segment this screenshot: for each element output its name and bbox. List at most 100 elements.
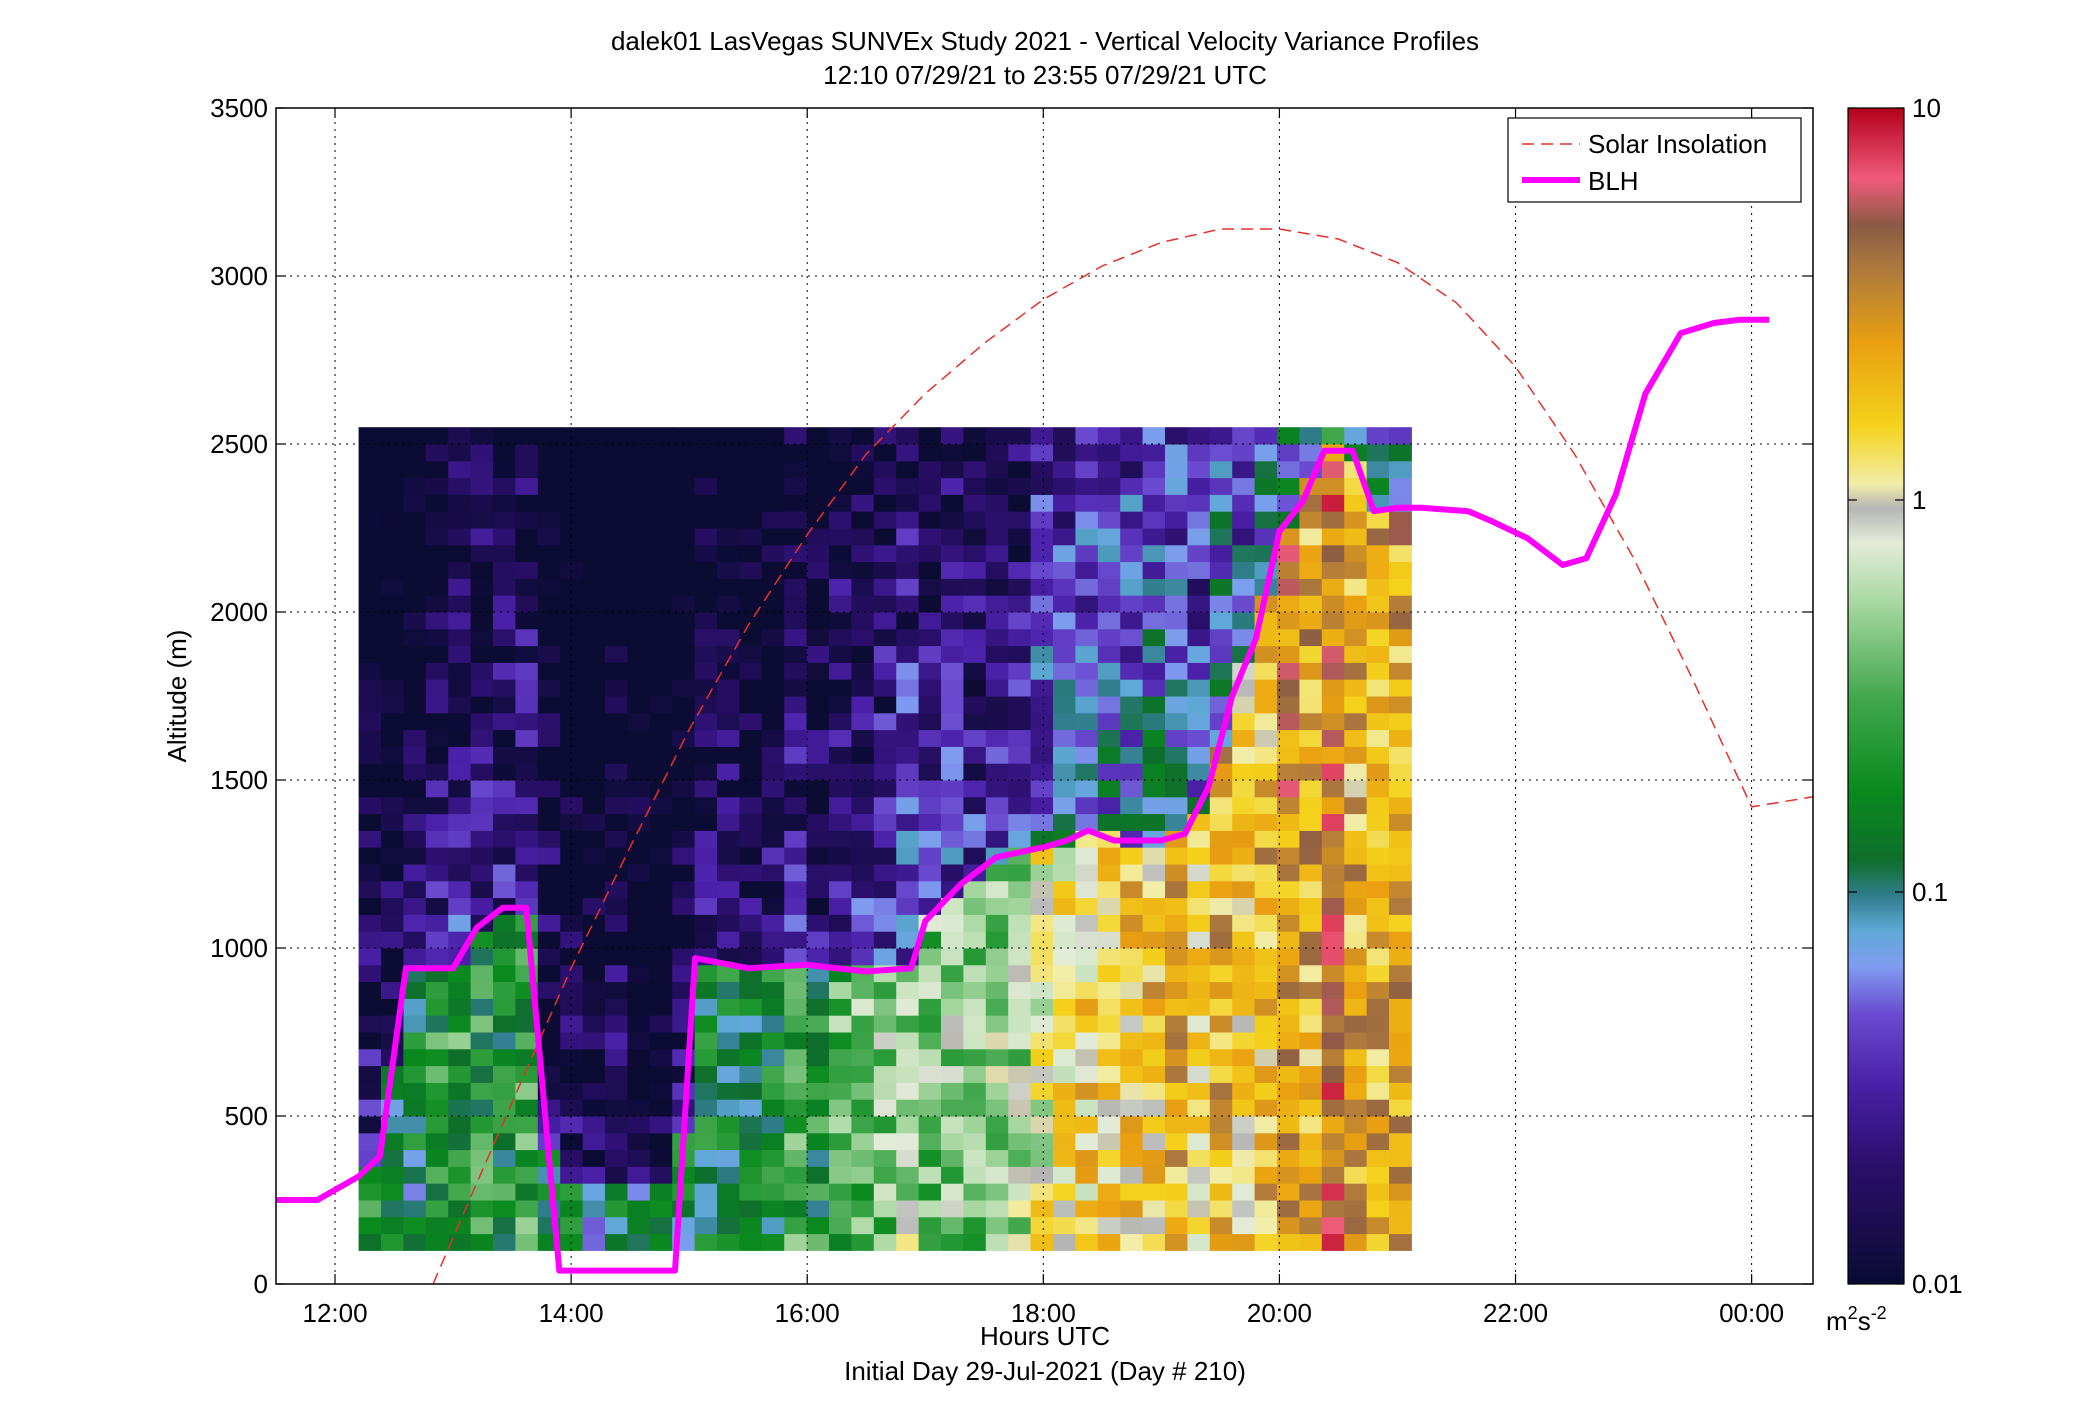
heatmap-cell xyxy=(985,763,1009,781)
heatmap-cell xyxy=(358,981,382,999)
heatmap-cell xyxy=(1165,897,1188,915)
heatmap-cell xyxy=(985,864,1009,882)
heatmap-cell xyxy=(761,544,785,563)
heatmap-cell xyxy=(493,931,516,949)
heatmap-cell xyxy=(694,981,718,999)
heatmap-cell xyxy=(560,696,584,714)
heatmap-cell xyxy=(560,561,584,579)
heatmap-cell xyxy=(1209,444,1233,462)
heatmap-cell xyxy=(1344,1032,1368,1050)
heatmap-cell xyxy=(761,1032,785,1050)
heatmap-cell xyxy=(1366,1048,1390,1067)
heatmap-cell xyxy=(1232,444,1256,462)
heatmap-cell xyxy=(1299,1048,1323,1067)
heatmap-cell xyxy=(1097,1216,1121,1235)
heatmap-cell xyxy=(649,528,673,546)
heatmap-cell xyxy=(381,1183,404,1201)
heatmap-cell xyxy=(1344,780,1368,798)
heatmap-cell xyxy=(851,612,875,630)
heatmap-cell xyxy=(985,427,1009,445)
heatmap-cell xyxy=(1209,528,1233,546)
colorbar-tick-label: 0.01 xyxy=(1912,1269,1963,1299)
heatmap-cell xyxy=(1254,897,1278,915)
heatmap-cell xyxy=(560,528,584,546)
heatmap-cell xyxy=(963,1149,987,1167)
heatmap-cell xyxy=(649,1015,673,1033)
heatmap-cell xyxy=(605,830,628,848)
heatmap-cell xyxy=(963,1233,987,1251)
heatmap-cell xyxy=(493,1166,516,1184)
heatmap-cell xyxy=(873,679,897,697)
heatmap-cell xyxy=(896,796,920,815)
heatmap-cell xyxy=(806,1233,830,1251)
heatmap-cell xyxy=(806,780,830,798)
heatmap-cell xyxy=(1187,864,1211,882)
heatmap-cell xyxy=(806,1048,830,1067)
heatmap-cell xyxy=(1097,864,1121,882)
heatmap-cell xyxy=(1389,1132,1412,1151)
heatmap-cell xyxy=(784,1200,808,1218)
heatmap-cell xyxy=(1008,494,1032,512)
heatmap-cell xyxy=(672,948,696,966)
heatmap-cell xyxy=(694,931,718,949)
heatmap-cell xyxy=(448,494,472,512)
heatmap-cell xyxy=(358,1233,382,1251)
heatmap-cell xyxy=(851,1166,875,1184)
heatmap-cell xyxy=(381,477,404,495)
heatmap-cell xyxy=(873,712,897,731)
heatmap-cell xyxy=(1299,544,1323,563)
heatmap-cell xyxy=(761,931,785,949)
heatmap-cell xyxy=(470,444,494,462)
heatmap-cell xyxy=(694,511,718,529)
heatmap-cell xyxy=(403,914,427,932)
heatmap-cell xyxy=(1120,964,1144,983)
heatmap-cell xyxy=(582,1116,606,1134)
heatmap-cell xyxy=(403,578,427,596)
heatmap-cell xyxy=(1321,1166,1345,1184)
heatmap-cell xyxy=(1008,662,1032,680)
heatmap-cell xyxy=(1120,1166,1144,1184)
heatmap-cell xyxy=(515,763,539,781)
heatmap-cell xyxy=(470,645,494,663)
heatmap-cell xyxy=(1053,864,1076,882)
heatmap-cell xyxy=(1232,1166,1256,1184)
heatmap-cell xyxy=(761,847,785,865)
heatmap-cell xyxy=(649,1032,673,1050)
heatmap-cell xyxy=(851,696,875,714)
heatmap-cell xyxy=(918,1065,942,1083)
heatmap-cell xyxy=(649,696,673,714)
heatmap-cell xyxy=(627,1048,651,1067)
heatmap-cell xyxy=(605,948,628,966)
heatmap-cell xyxy=(717,998,740,1016)
heatmap-cell xyxy=(1277,679,1300,697)
heatmap-cell xyxy=(358,477,382,495)
heatmap-cell xyxy=(806,662,830,680)
heatmap-cell xyxy=(560,998,584,1016)
heatmap-cell xyxy=(403,1048,427,1067)
heatmap-cell xyxy=(717,528,740,546)
heatmap-cell xyxy=(694,628,718,647)
heatmap-cell xyxy=(1142,796,1166,815)
heatmap-cell xyxy=(918,1183,942,1201)
heatmap-cell xyxy=(1344,763,1368,781)
heatmap-cell xyxy=(1075,1048,1099,1067)
heatmap-cell xyxy=(784,830,808,848)
heatmap-cell xyxy=(829,1065,852,1083)
heatmap-cell xyxy=(582,1099,606,1117)
heatmap-cell xyxy=(1344,964,1368,983)
heatmap-cell xyxy=(1008,746,1032,764)
heatmap-cell xyxy=(560,897,584,915)
heatmap-cell xyxy=(918,1116,942,1134)
heatmap-cell xyxy=(537,830,561,848)
heatmap-cell xyxy=(1366,712,1390,731)
heatmap-cell xyxy=(1209,830,1233,848)
heatmap-cell xyxy=(425,880,449,899)
heatmap-cell xyxy=(1008,595,1032,613)
heatmap-cell xyxy=(605,897,628,915)
heatmap-cell xyxy=(1075,578,1099,596)
heatmap-cell xyxy=(1321,914,1345,932)
heatmap-cell xyxy=(1254,763,1278,781)
heatmap-cell xyxy=(1299,964,1323,983)
heatmap-cell xyxy=(1142,746,1166,764)
heatmap-cell xyxy=(1321,813,1345,831)
